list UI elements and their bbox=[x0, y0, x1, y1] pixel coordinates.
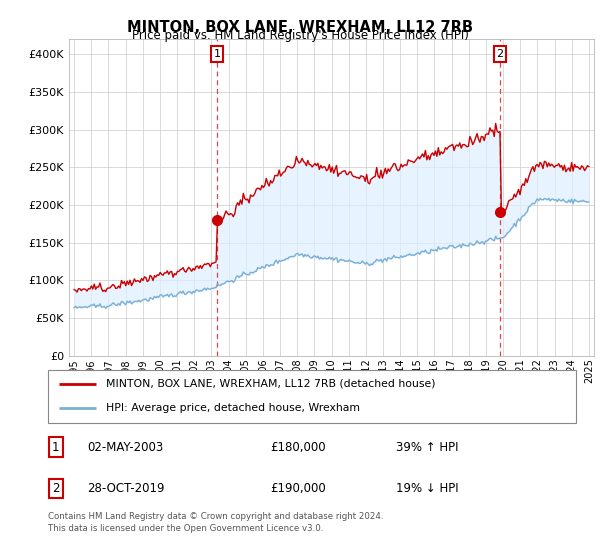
Text: MINTON, BOX LANE, WREXHAM, LL12 7RB: MINTON, BOX LANE, WREXHAM, LL12 7RB bbox=[127, 20, 473, 35]
Text: 1: 1 bbox=[52, 441, 59, 454]
Text: Contains HM Land Registry data © Crown copyright and database right 2024.
This d: Contains HM Land Registry data © Crown c… bbox=[48, 512, 383, 533]
Text: 1: 1 bbox=[214, 49, 221, 59]
Text: 19% ↓ HPI: 19% ↓ HPI bbox=[397, 482, 459, 495]
Text: £190,000: £190,000 bbox=[270, 482, 326, 495]
Text: £180,000: £180,000 bbox=[270, 441, 325, 454]
Text: Price paid vs. HM Land Registry's House Price Index (HPI): Price paid vs. HM Land Registry's House … bbox=[131, 29, 469, 42]
Text: MINTON, BOX LANE, WREXHAM, LL12 7RB (detached house): MINTON, BOX LANE, WREXHAM, LL12 7RB (det… bbox=[106, 379, 436, 389]
Text: 28-OCT-2019: 28-OCT-2019 bbox=[88, 482, 165, 495]
FancyBboxPatch shape bbox=[48, 370, 576, 423]
Text: HPI: Average price, detached house, Wrexham: HPI: Average price, detached house, Wrex… bbox=[106, 403, 360, 413]
Text: 39% ↑ HPI: 39% ↑ HPI bbox=[397, 441, 459, 454]
Text: 2: 2 bbox=[497, 49, 504, 59]
Text: 2: 2 bbox=[52, 482, 59, 495]
Text: 02-MAY-2003: 02-MAY-2003 bbox=[88, 441, 164, 454]
